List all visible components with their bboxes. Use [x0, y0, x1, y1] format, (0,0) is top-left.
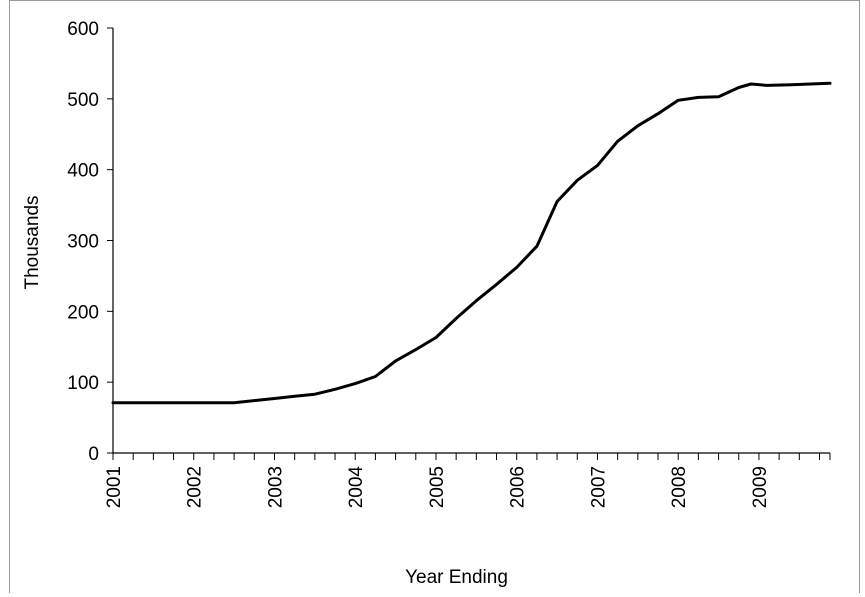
y-axis-title: Thousands	[22, 195, 43, 289]
y-tick-label: 100	[67, 373, 99, 394]
y-tick-label: 500	[67, 90, 99, 111]
y-tick-label: 300	[67, 232, 99, 253]
y-tick-label: 0	[88, 444, 99, 465]
y-tick-label: 600	[67, 19, 99, 40]
x-tick-label: 2004	[346, 466, 367, 509]
x-tick-label: 2003	[265, 466, 286, 508]
x-ticks: 2001 2002 2003 2004 2005 2006 2007 2008 2009	[104, 453, 831, 509]
x-tick-label: 2005	[427, 466, 448, 508]
chart-frame	[9, 0, 860, 593]
x-axis-title: Year Ending	[405, 567, 508, 588]
x-tick-label: 2008	[669, 466, 690, 508]
y-tick-label: 400	[67, 161, 99, 182]
y-tick-label: 200	[67, 302, 99, 323]
x-tick-label: 2009	[750, 466, 771, 508]
y-ticks: 0 100 200 300 400 500 600	[67, 19, 113, 465]
x-tick-label: 2001	[104, 466, 125, 508]
x-tick-label: 2007	[588, 466, 609, 508]
series-line	[111, 81, 832, 405]
x-tick-label: 2002	[185, 466, 206, 508]
x-tick-label: 2006	[508, 466, 529, 508]
series-group	[111, 81, 832, 405]
